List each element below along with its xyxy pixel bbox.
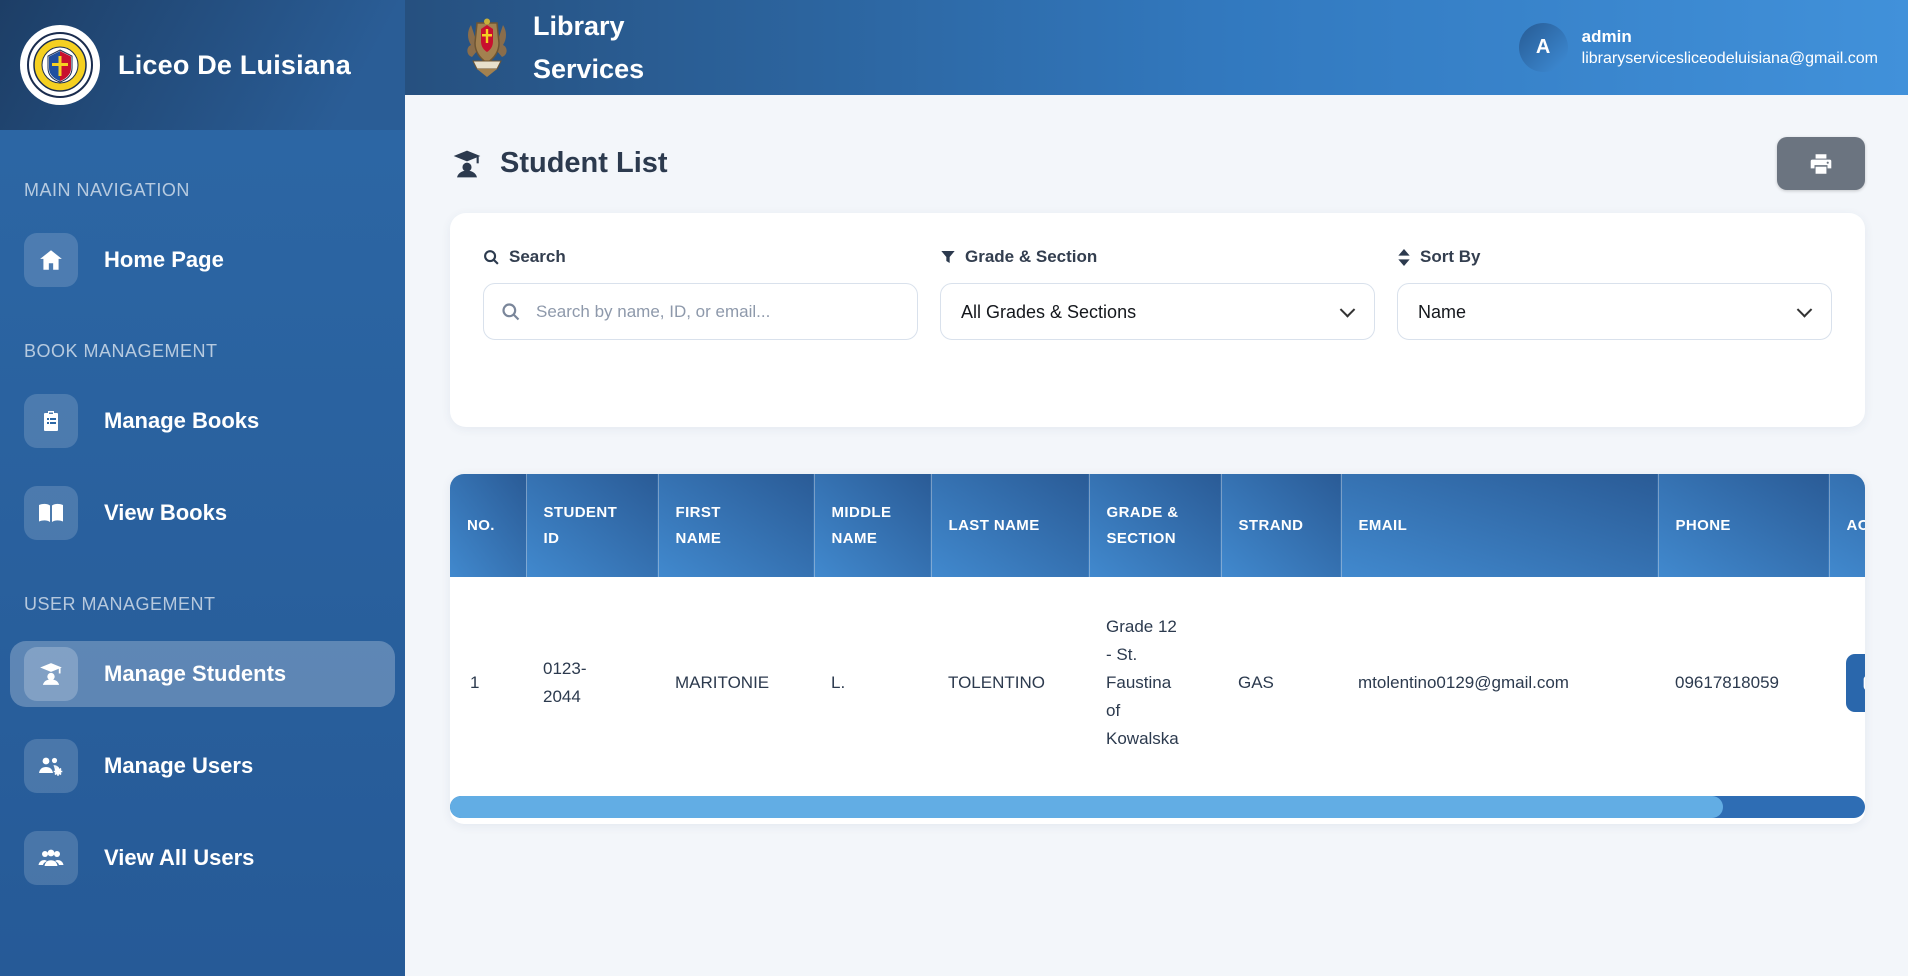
home-icon [24, 233, 78, 287]
row-action-button[interactable] [1846, 654, 1865, 712]
sidebar-brand: Liceo De Luisiana [0, 0, 405, 130]
sidebar-item-home-page[interactable]: Home Page [10, 227, 395, 293]
col-actions: ACTIONS [1829, 474, 1865, 577]
search-icon [484, 249, 499, 265]
filter-funnel-icon [941, 251, 955, 263]
header-bar: Library Services A admin libraryservices… [405, 0, 1908, 95]
users-icon [24, 831, 78, 885]
student-icon [24, 647, 78, 701]
cell-actions [1829, 577, 1865, 789]
cell-email: mtolentino0129@gmail.com [1341, 577, 1658, 789]
sort-by-select-wrap: Name [1397, 283, 1832, 340]
sidebar-item-manage-books[interactable]: Manage Books [10, 388, 395, 454]
sidebar: Liceo De Luisiana MAIN NAVIGATION Home P… [0, 0, 405, 976]
cell-strand: GAS [1221, 577, 1341, 789]
sort-by-select[interactable]: Name [1397, 283, 1832, 340]
avatar: A [1518, 23, 1568, 72]
cell-middle-name: L. [814, 577, 931, 789]
table-scroll-viewport: NO. STUDENT ID FIRST NAME MIDDLE NAME LA… [450, 474, 1865, 789]
sidebar-item-manage-students[interactable]: Manage Students [10, 641, 395, 707]
sidebar-nav: MAIN NAVIGATION Home Page BOOK MANAGEMEN… [0, 130, 405, 891]
user-email: libraryservicesliceodeluisiana@gmail.com [1581, 50, 1878, 67]
nav-section-users: USER MANAGEMENT [24, 594, 216, 614]
sidebar-item-view-all-users[interactable]: View All Users [10, 825, 395, 891]
scrollbar-thumb[interactable] [450, 796, 1723, 818]
sidebar-item-label: View All Users [104, 845, 255, 870]
user-menu[interactable]: A admin libraryservicesliceodeluisiana@g… [1518, 23, 1878, 72]
col-first-name: FIRST NAME [658, 474, 815, 577]
school-seal-logo [20, 25, 100, 105]
school-seal-icon [27, 32, 93, 98]
student-icon [453, 150, 481, 177]
col-student-id: STUDENT ID [526, 474, 659, 577]
sort-by-label: Sort By [1397, 247, 1832, 267]
col-email: EMAIL [1341, 474, 1659, 577]
col-no: NO. [450, 474, 527, 577]
sidebar-item-view-books[interactable]: View Books [10, 480, 395, 546]
page-title-text: Student List [500, 147, 668, 179]
col-phone: PHONE [1658, 474, 1830, 577]
sidebar-item-label: Manage Books [104, 408, 260, 433]
grade-section-select[interactable]: All Grades & Sections [940, 283, 1375, 340]
print-button[interactable] [1777, 137, 1865, 190]
search-input[interactable] [483, 283, 918, 340]
app-title: Library Services [533, 10, 645, 84]
search-icon [502, 302, 520, 320]
user-name: admin [1581, 27, 1632, 46]
sort-arrows-icon [1398, 248, 1410, 266]
cell-phone: 09617818059 [1658, 577, 1829, 789]
sidebar-item-label: View Books [104, 500, 228, 525]
page-title: Student List [450, 147, 668, 180]
sidebar-item-label: Manage Students [104, 661, 287, 686]
student-table-card: NO. STUDENT ID FIRST NAME MIDDLE NAME LA… [450, 474, 1865, 824]
col-last-name: LAST NAME [931, 474, 1090, 577]
nav-section-main: MAIN NAVIGATION [24, 180, 190, 200]
view-icon [1863, 676, 1865, 690]
student-table: NO. STUDENT ID FIRST NAME MIDDLE NAME LA… [450, 474, 1865, 789]
cell-no: 1 [450, 577, 526, 789]
cell-student-id: 0123-2044 [526, 577, 658, 789]
content-area: Student List Search [405, 95, 1908, 976]
sidebar-item-label: Manage Users [104, 753, 254, 778]
printer-icon [1810, 153, 1832, 174]
table-header-row: NO. STUDENT ID FIRST NAME MIDDLE NAME LA… [450, 474, 1865, 577]
clipboard-list-icon [24, 394, 78, 448]
main-column: Library Services A admin libraryservices… [405, 0, 1908, 976]
col-middle-name: MIDDLE NAME [814, 474, 932, 577]
horizontal-scrollbar [450, 796, 1865, 818]
nav-section-books: BOOK MANAGEMENT [24, 341, 218, 361]
grade-section-label: Grade & Section [940, 247, 1375, 267]
filter-card: Search Grade & Section All Grades & S [450, 213, 1865, 427]
col-grade-section: GRADE & SECTION [1089, 474, 1222, 577]
crest-logo-icon [467, 18, 507, 77]
grade-section-select-wrap: All Grades & Sections [940, 283, 1375, 340]
cell-grade-section: Grade 12 - St. Faustina of Kowalska [1089, 577, 1221, 789]
cell-last-name: TOLENTINO [931, 577, 1089, 789]
sidebar-item-label: Home Page [104, 247, 224, 272]
search-label: Search [483, 247, 918, 267]
cell-first-name: MARITONIE [658, 577, 814, 789]
open-book-icon [24, 486, 78, 540]
table-row: 1 0123-2044 MARITONIE L. TOLENTINO Grade… [450, 577, 1865, 789]
users-gear-icon [24, 739, 78, 793]
col-strand: STRAND [1221, 474, 1342, 577]
brand-title: Liceo De Luisiana [118, 49, 351, 80]
sidebar-item-manage-users[interactable]: Manage Users [10, 733, 395, 799]
